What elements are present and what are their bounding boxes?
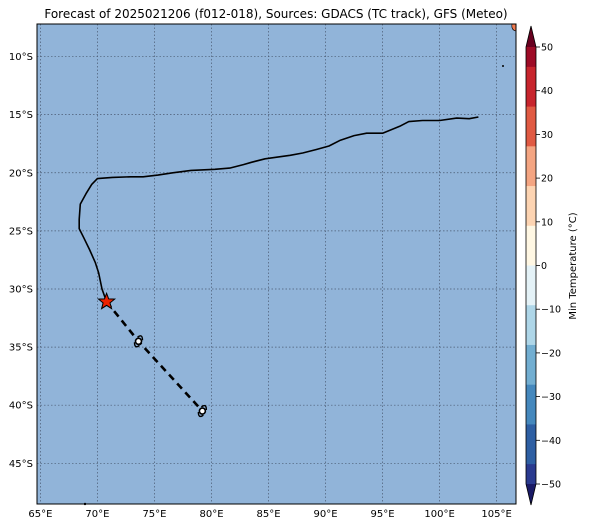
tc-current-position-star [97, 291, 117, 310]
tc-forecast-symbols [133, 335, 208, 418]
ocean-background [37, 24, 516, 504]
colorbar-band [526, 66, 536, 107]
map-frame [36, 23, 517, 505]
longitude-tick-labels: 65°E 70°E 75°E 80°E 85°E 90°E 95°E 100°E 105°E [28, 509, 511, 520]
colorbar-band [526, 384, 536, 425]
longitude-tick-label: 90°E [314, 509, 338, 520]
colorbar-tick-label: 20 [541, 174, 553, 185]
colorbar-band [526, 265, 536, 306]
longitude-tick-label: 95°E [371, 509, 395, 520]
colorbar-tick-label: 0 [541, 261, 547, 272]
latitude-tick-label: 35°S [9, 343, 33, 354]
colorbar-band [526, 186, 536, 227]
map-panel [36, 23, 517, 506]
colorbar-extend-top [526, 26, 536, 47]
colorbar-band [526, 464, 536, 485]
colorbar-label: Min Temperature (°C) [568, 212, 579, 319]
colorbar-tick-label: 50 [541, 43, 553, 54]
colorbar: 50 40 30 20 10 0 −10 −20 −30 −40 −50 Min Temperatu… [525, 25, 579, 506]
latitude-tick-label: 30°S [9, 284, 33, 295]
colorbar-tick-label: −10 [541, 305, 561, 316]
latitude-tick-label: 25°S [9, 226, 33, 237]
colorbar-band [526, 106, 536, 147]
colorbar-band [526, 305, 536, 346]
longitude-tick-label: 80°E [199, 509, 223, 520]
longitude-tick-label: 70°E [85, 509, 109, 520]
colorbar-band [526, 225, 536, 266]
colorbar-band [526, 424, 536, 465]
latitude-tick-label: 10°S [9, 52, 33, 63]
colorbar-extend-bottom [526, 484, 536, 505]
map-graticule [37, 24, 516, 504]
figure-title: Forecast of 2025021206 (f012-018), Sourc… [44, 7, 507, 21]
small-island-dot [502, 65, 504, 67]
latitude-tick-label: 20°S [9, 168, 33, 179]
colorbar-tick-label: 30 [541, 130, 553, 141]
temperature-contour-line [78, 116, 479, 303]
longitude-tick-label: 100°E [424, 509, 454, 520]
longitude-tick-label: 65°E [28, 509, 52, 520]
longitude-tick-label: 85°E [256, 509, 280, 520]
colorbar-color-bands [526, 26, 536, 505]
colorbar-tick-label: −20 [541, 348, 561, 359]
latitude-tick-labels: 10°S 15°S 20°S 25°S 30°S 35°S 40°S 45°S [9, 52, 33, 470]
longitude-tick-label: 75°E [142, 509, 166, 520]
colorbar-tick-label: 40 [541, 86, 553, 97]
colorbar-band [526, 344, 536, 386]
latitude-tick-label: 40°S [9, 401, 33, 412]
latitude-tick-label: 15°S [9, 110, 33, 121]
colorbar-tick-label: −50 [541, 480, 561, 491]
tc-symbol [197, 404, 208, 418]
latitude-tick-label: 45°S [9, 459, 33, 470]
colorbar-band [526, 47, 536, 68]
colorbar-tick-label: −30 [541, 392, 561, 403]
tc-symbol [133, 335, 144, 348]
colorbar-band [526, 146, 536, 187]
longitude-tick-label: 105°E [481, 509, 511, 520]
colorbar-tick-label: −40 [541, 436, 561, 447]
colorbar-ticks: 50 40 30 20 10 0 −10 −20 −30 −40 −50 [536, 43, 561, 491]
colorbar-tick-label: 10 [541, 217, 553, 228]
